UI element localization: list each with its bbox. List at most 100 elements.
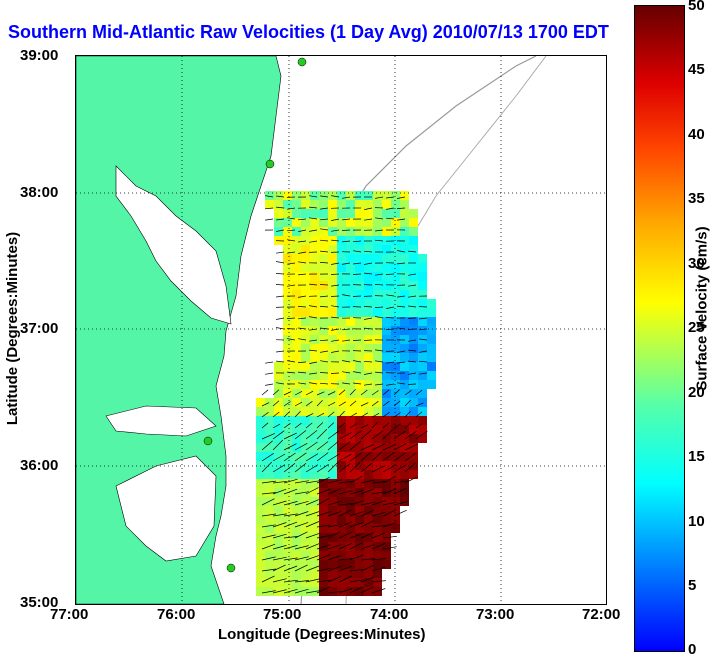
velocity-cell — [265, 515, 274, 524]
velocity-cell — [382, 209, 391, 218]
velocity-cell — [310, 326, 319, 335]
velocity-cell — [382, 290, 391, 299]
velocity-cell — [337, 551, 346, 560]
velocity-cell — [310, 353, 319, 362]
velocity-cell — [373, 281, 382, 290]
velocity-cell — [328, 335, 337, 344]
velocity-cell — [373, 461, 382, 470]
velocity-cell — [355, 227, 364, 236]
velocity-cell — [328, 290, 337, 299]
velocity-cell — [364, 335, 373, 344]
velocity-cell — [346, 425, 355, 434]
velocity-cell — [400, 191, 409, 200]
velocity-cell — [337, 245, 346, 254]
velocity-cell — [364, 371, 373, 380]
velocity-cell — [301, 524, 310, 533]
velocity-cell — [373, 416, 382, 425]
velocity-cell — [310, 281, 319, 290]
velocity-cell — [373, 434, 382, 443]
velocity-cell — [355, 335, 364, 344]
velocity-cell — [373, 335, 382, 344]
velocity-cell — [283, 407, 292, 416]
velocity-cell — [373, 533, 382, 542]
velocity-cell — [346, 290, 355, 299]
velocity-cell — [409, 218, 418, 227]
velocity-cell — [400, 272, 409, 281]
colorbar-tick: 45 — [688, 61, 705, 78]
velocity-cell — [382, 416, 391, 425]
velocity-cell — [346, 344, 355, 353]
velocity-cell — [346, 515, 355, 524]
velocity-cell — [373, 470, 382, 479]
velocity-cell — [283, 308, 292, 317]
velocity-cell — [400, 245, 409, 254]
velocity-cell — [373, 497, 382, 506]
velocity-arrow — [276, 296, 284, 297]
velocity-cell — [355, 326, 364, 335]
velocity-cell — [409, 209, 418, 218]
velocity-cell — [283, 290, 292, 299]
velocity-cell — [292, 353, 301, 362]
colorbar-tick: 35 — [688, 190, 705, 207]
velocity-cell — [418, 380, 427, 389]
velocity-cell — [400, 326, 409, 335]
velocity-cell — [328, 461, 337, 470]
map-area[interactable] — [75, 55, 607, 605]
velocity-cell — [274, 506, 283, 515]
velocity-cell — [391, 236, 400, 245]
velocity-cell — [364, 524, 373, 533]
velocity-cell — [364, 497, 373, 506]
velocity-cell — [328, 443, 337, 452]
velocity-cell — [382, 317, 391, 326]
velocity-cell — [391, 245, 400, 254]
velocity-cell — [283, 209, 292, 218]
velocity-cell — [256, 560, 265, 569]
velocity-cell — [337, 362, 346, 371]
velocity-cell — [382, 506, 391, 515]
velocity-cell — [400, 209, 409, 218]
velocity-cell — [292, 254, 301, 263]
velocity-cell — [319, 209, 328, 218]
velocity-cell — [346, 236, 355, 245]
velocity-cell — [346, 227, 355, 236]
velocity-cell — [382, 227, 391, 236]
velocity-cell — [346, 389, 355, 398]
velocity-cell — [265, 470, 274, 479]
velocity-cell — [391, 200, 400, 209]
velocity-cell — [292, 416, 301, 425]
velocity-cell — [364, 416, 373, 425]
velocity-cell — [364, 209, 373, 218]
velocity-cell — [373, 398, 382, 407]
velocity-cell — [310, 191, 319, 200]
velocity-cell — [382, 254, 391, 263]
velocity-cell — [265, 200, 274, 209]
velocity-cell — [319, 227, 328, 236]
velocity-cell — [274, 209, 283, 218]
velocity-cell — [409, 470, 418, 479]
velocity-cell — [382, 353, 391, 362]
velocity-cell — [355, 353, 364, 362]
velocity-cell — [328, 353, 337, 362]
velocity-cell — [409, 254, 418, 263]
velocity-cell — [319, 416, 328, 425]
velocity-cell — [301, 281, 310, 290]
velocity-cell — [364, 470, 373, 479]
velocity-cell — [310, 551, 319, 560]
velocity-cell — [418, 290, 427, 299]
velocity-cell — [373, 515, 382, 524]
velocity-cell — [364, 398, 373, 407]
velocity-cell — [346, 191, 355, 200]
velocity-arrow — [276, 361, 284, 362]
velocity-cell — [409, 272, 418, 281]
velocity-arrow — [276, 351, 284, 352]
velocity-cell — [400, 380, 409, 389]
velocity-cell — [328, 380, 337, 389]
velocity-cell — [373, 272, 382, 281]
colorbar — [634, 5, 685, 652]
velocity-cell — [319, 191, 328, 200]
velocity-cell — [337, 470, 346, 479]
velocity-cell — [391, 524, 400, 533]
velocity-cell — [301, 425, 310, 434]
velocity-cell — [364, 569, 373, 578]
velocity-cell — [256, 551, 265, 560]
